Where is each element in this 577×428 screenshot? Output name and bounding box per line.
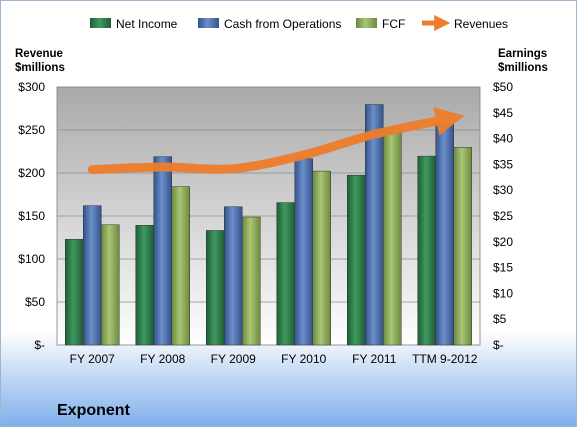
left-tick-label: $- [34,338,45,352]
category-label: FY 2007 [70,352,115,366]
right-tick-label: $20 [493,235,513,249]
bar-net-income [417,155,436,346]
right-tick-label: $50 [493,80,513,94]
bar-cash-from-operations [153,156,172,346]
legend-label-revenues: Revenues [454,17,508,31]
left-axis-title-line2: $millions [15,62,65,74]
category-label: FY 2011 [352,352,397,366]
left-axis-ticks: $- $50 $100 $150 $200 $250 $300 [18,80,45,352]
bar-cash-from-operations [83,205,102,346]
bar-net-income [65,238,84,346]
bar-fcf [383,128,402,346]
right-axis-title-line2: $millions [498,62,548,74]
bar-net-income [135,225,154,346]
bars [65,104,472,346]
category-label: FY 2008 [140,352,185,366]
legend-label-fcf: FCF [382,17,405,31]
legend-swatch-fcf [356,18,377,28]
right-tick-label: $40 [493,132,513,146]
category-label: FY 2010 [281,352,326,366]
bar-net-income [276,202,295,346]
company-name: Exponent [57,402,131,419]
left-tick-label: $200 [18,166,45,180]
revenue-line-layer [87,107,465,175]
bar-fcf [242,216,261,346]
bar-fcf [101,224,120,346]
left-axis-title-line1: Revenue [15,48,63,60]
left-tick-label: $300 [18,80,45,94]
legend-label-cash-from-operations: Cash from Operations [224,17,341,31]
legend-swatch-cash-from-operations [198,18,219,28]
bar-net-income [347,174,366,346]
bar-fcf [312,170,331,346]
right-tick-label: $5 [493,312,507,326]
bar-cash-from-operations [294,158,313,346]
right-tick-label: $35 [493,157,513,171]
right-tick-label: $- [493,338,504,352]
left-tick-label: $250 [18,123,45,137]
bar-cash-from-operations [224,206,243,346]
right-tick-label: $15 [493,261,513,275]
bar-fcf [171,186,190,346]
right-tick-label: $30 [493,183,513,197]
left-tick-label: $50 [25,295,45,309]
left-tick-label: $150 [18,209,45,223]
right-tick-label: $25 [493,209,513,223]
legend: Net Income Cash from Operations FCF Reve… [90,14,508,32]
right-tick-label: $10 [493,286,513,300]
bar-net-income [206,230,225,346]
right-axis-ticks: $- $5 $10 $15 $20 $25 $30 $35 $40 $45 $50 [493,80,513,352]
category-label: TTM 9-2012 [412,352,478,366]
line-revenues [87,107,465,175]
bar-cash-from-operations [435,123,454,346]
category-label: FY 2009 [211,352,256,366]
left-tick-label: $100 [18,252,45,266]
legend-swatch-net-income [90,18,111,28]
legend-label-net-income: Net Income [116,17,178,31]
category-axis-ticks: FY 2007 FY 2008 FY 2009 FY 2010 FY 2011 TTM 9… [70,352,478,366]
bar-fcf [453,147,472,346]
right-axis-title-line1: Earnings [498,48,547,60]
right-tick-label: $45 [493,106,513,120]
